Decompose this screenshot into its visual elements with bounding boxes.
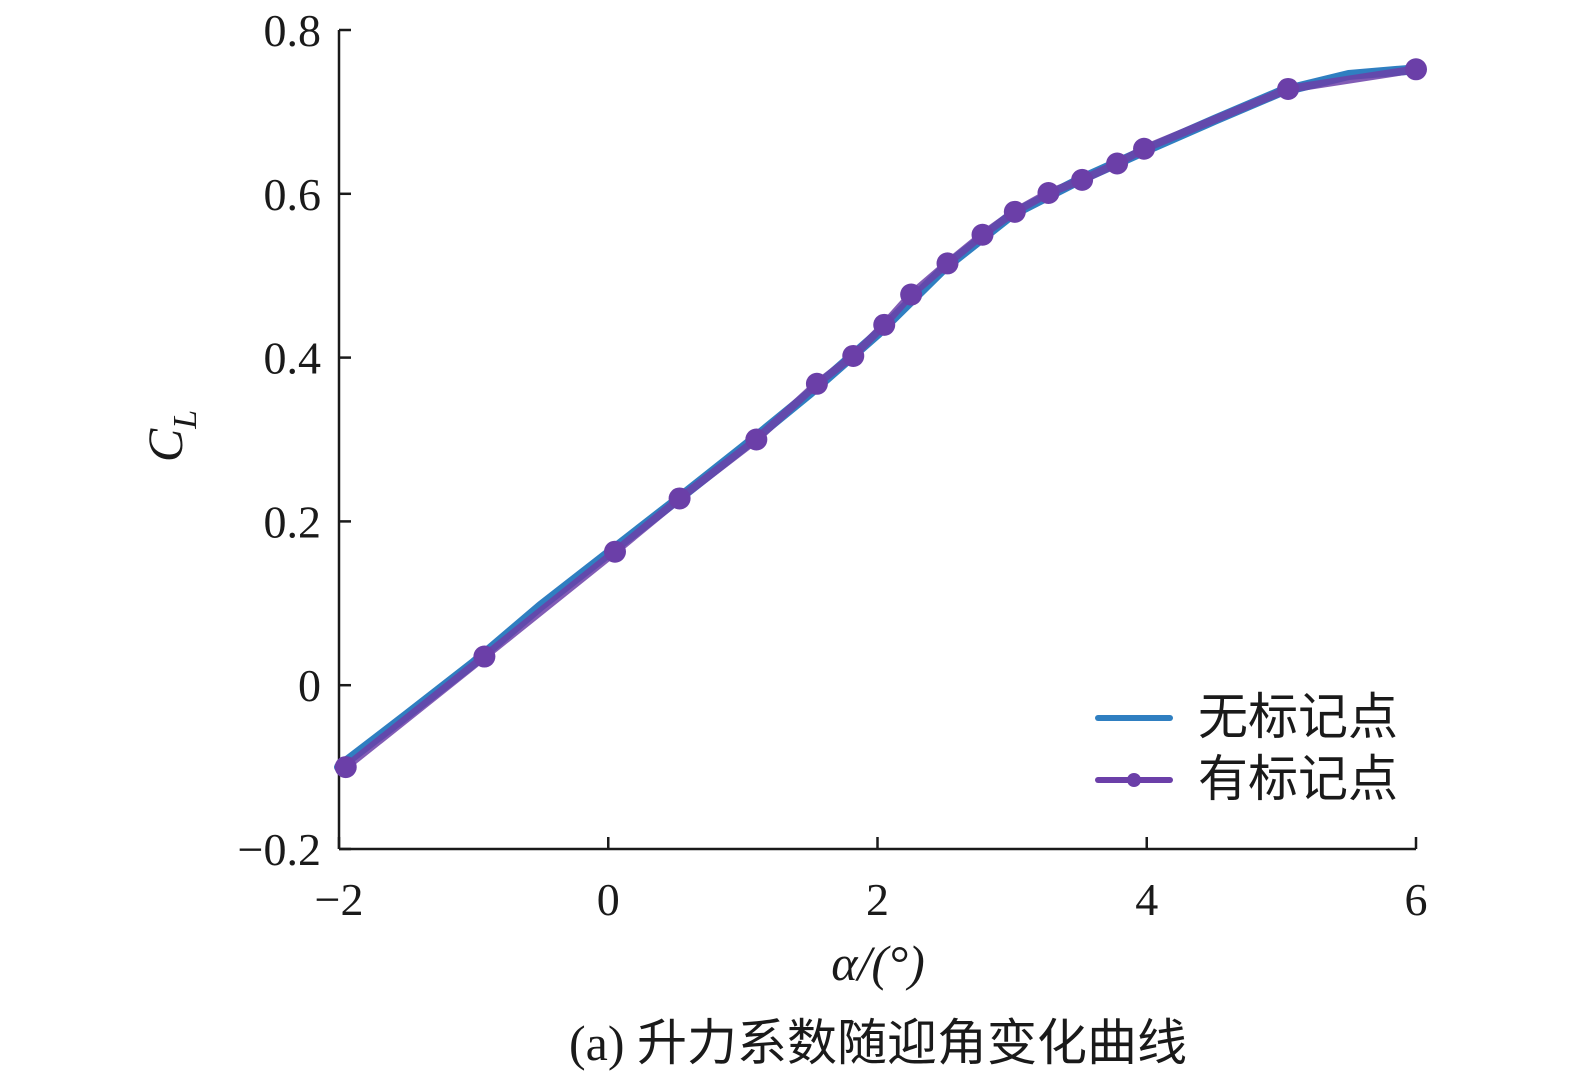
- data-point: [745, 428, 768, 451]
- data-point: [668, 487, 691, 510]
- data-point: [334, 756, 357, 779]
- y-tick-label: −0.2: [238, 824, 321, 875]
- x-axis-title: α/(°): [831, 935, 924, 991]
- y-tick-label: 0.4: [264, 333, 322, 384]
- x-tick-label: 2: [866, 874, 889, 925]
- data-point: [805, 372, 828, 395]
- y-tick-label: 0.2: [264, 496, 322, 547]
- series-line-0: [334, 64, 1421, 773]
- x-tick-label: −2: [315, 874, 364, 925]
- data-point: [936, 252, 959, 275]
- y-tick-label: 0.6: [264, 169, 322, 220]
- legend-label-unmarked: 无标记点: [1198, 689, 1398, 745]
- series-layer: [334, 58, 1427, 779]
- legend-label-marked: 有标记点: [1198, 751, 1398, 807]
- legend-marker-marked: [1127, 773, 1141, 787]
- y-axis-title: CL: [137, 410, 204, 462]
- y-axis-ticks: −0.2 0 0.2 0.4 0.6 0.8: [238, 5, 351, 875]
- data-point: [1071, 168, 1094, 191]
- data-point: [971, 223, 994, 246]
- data-point: [900, 283, 923, 306]
- data-point: [1277, 77, 1300, 100]
- x-tick-label: 0: [597, 874, 620, 925]
- y-tick-label: 0.8: [264, 5, 322, 56]
- legend: 无标记点 有标记点: [1095, 689, 1398, 807]
- x-tick-label: 6: [1405, 874, 1428, 925]
- series-line-1: [341, 65, 1420, 772]
- data-point: [1037, 181, 1060, 204]
- data-point: [473, 645, 496, 668]
- figure-caption: (a) 升力系数随迎角变化曲线: [569, 1015, 1187, 1071]
- data-point: [873, 313, 896, 336]
- data-point: [842, 344, 865, 367]
- data-point: [1106, 152, 1129, 175]
- x-tick-label: 4: [1135, 874, 1158, 925]
- x-axis-ticks: −2 0 2 4 6: [315, 837, 1428, 925]
- data-point: [1405, 58, 1427, 81]
- data-point: [1003, 200, 1026, 223]
- y-tick-label: 0: [298, 660, 321, 711]
- data-point: [1133, 137, 1156, 160]
- data-point: [603, 540, 626, 563]
